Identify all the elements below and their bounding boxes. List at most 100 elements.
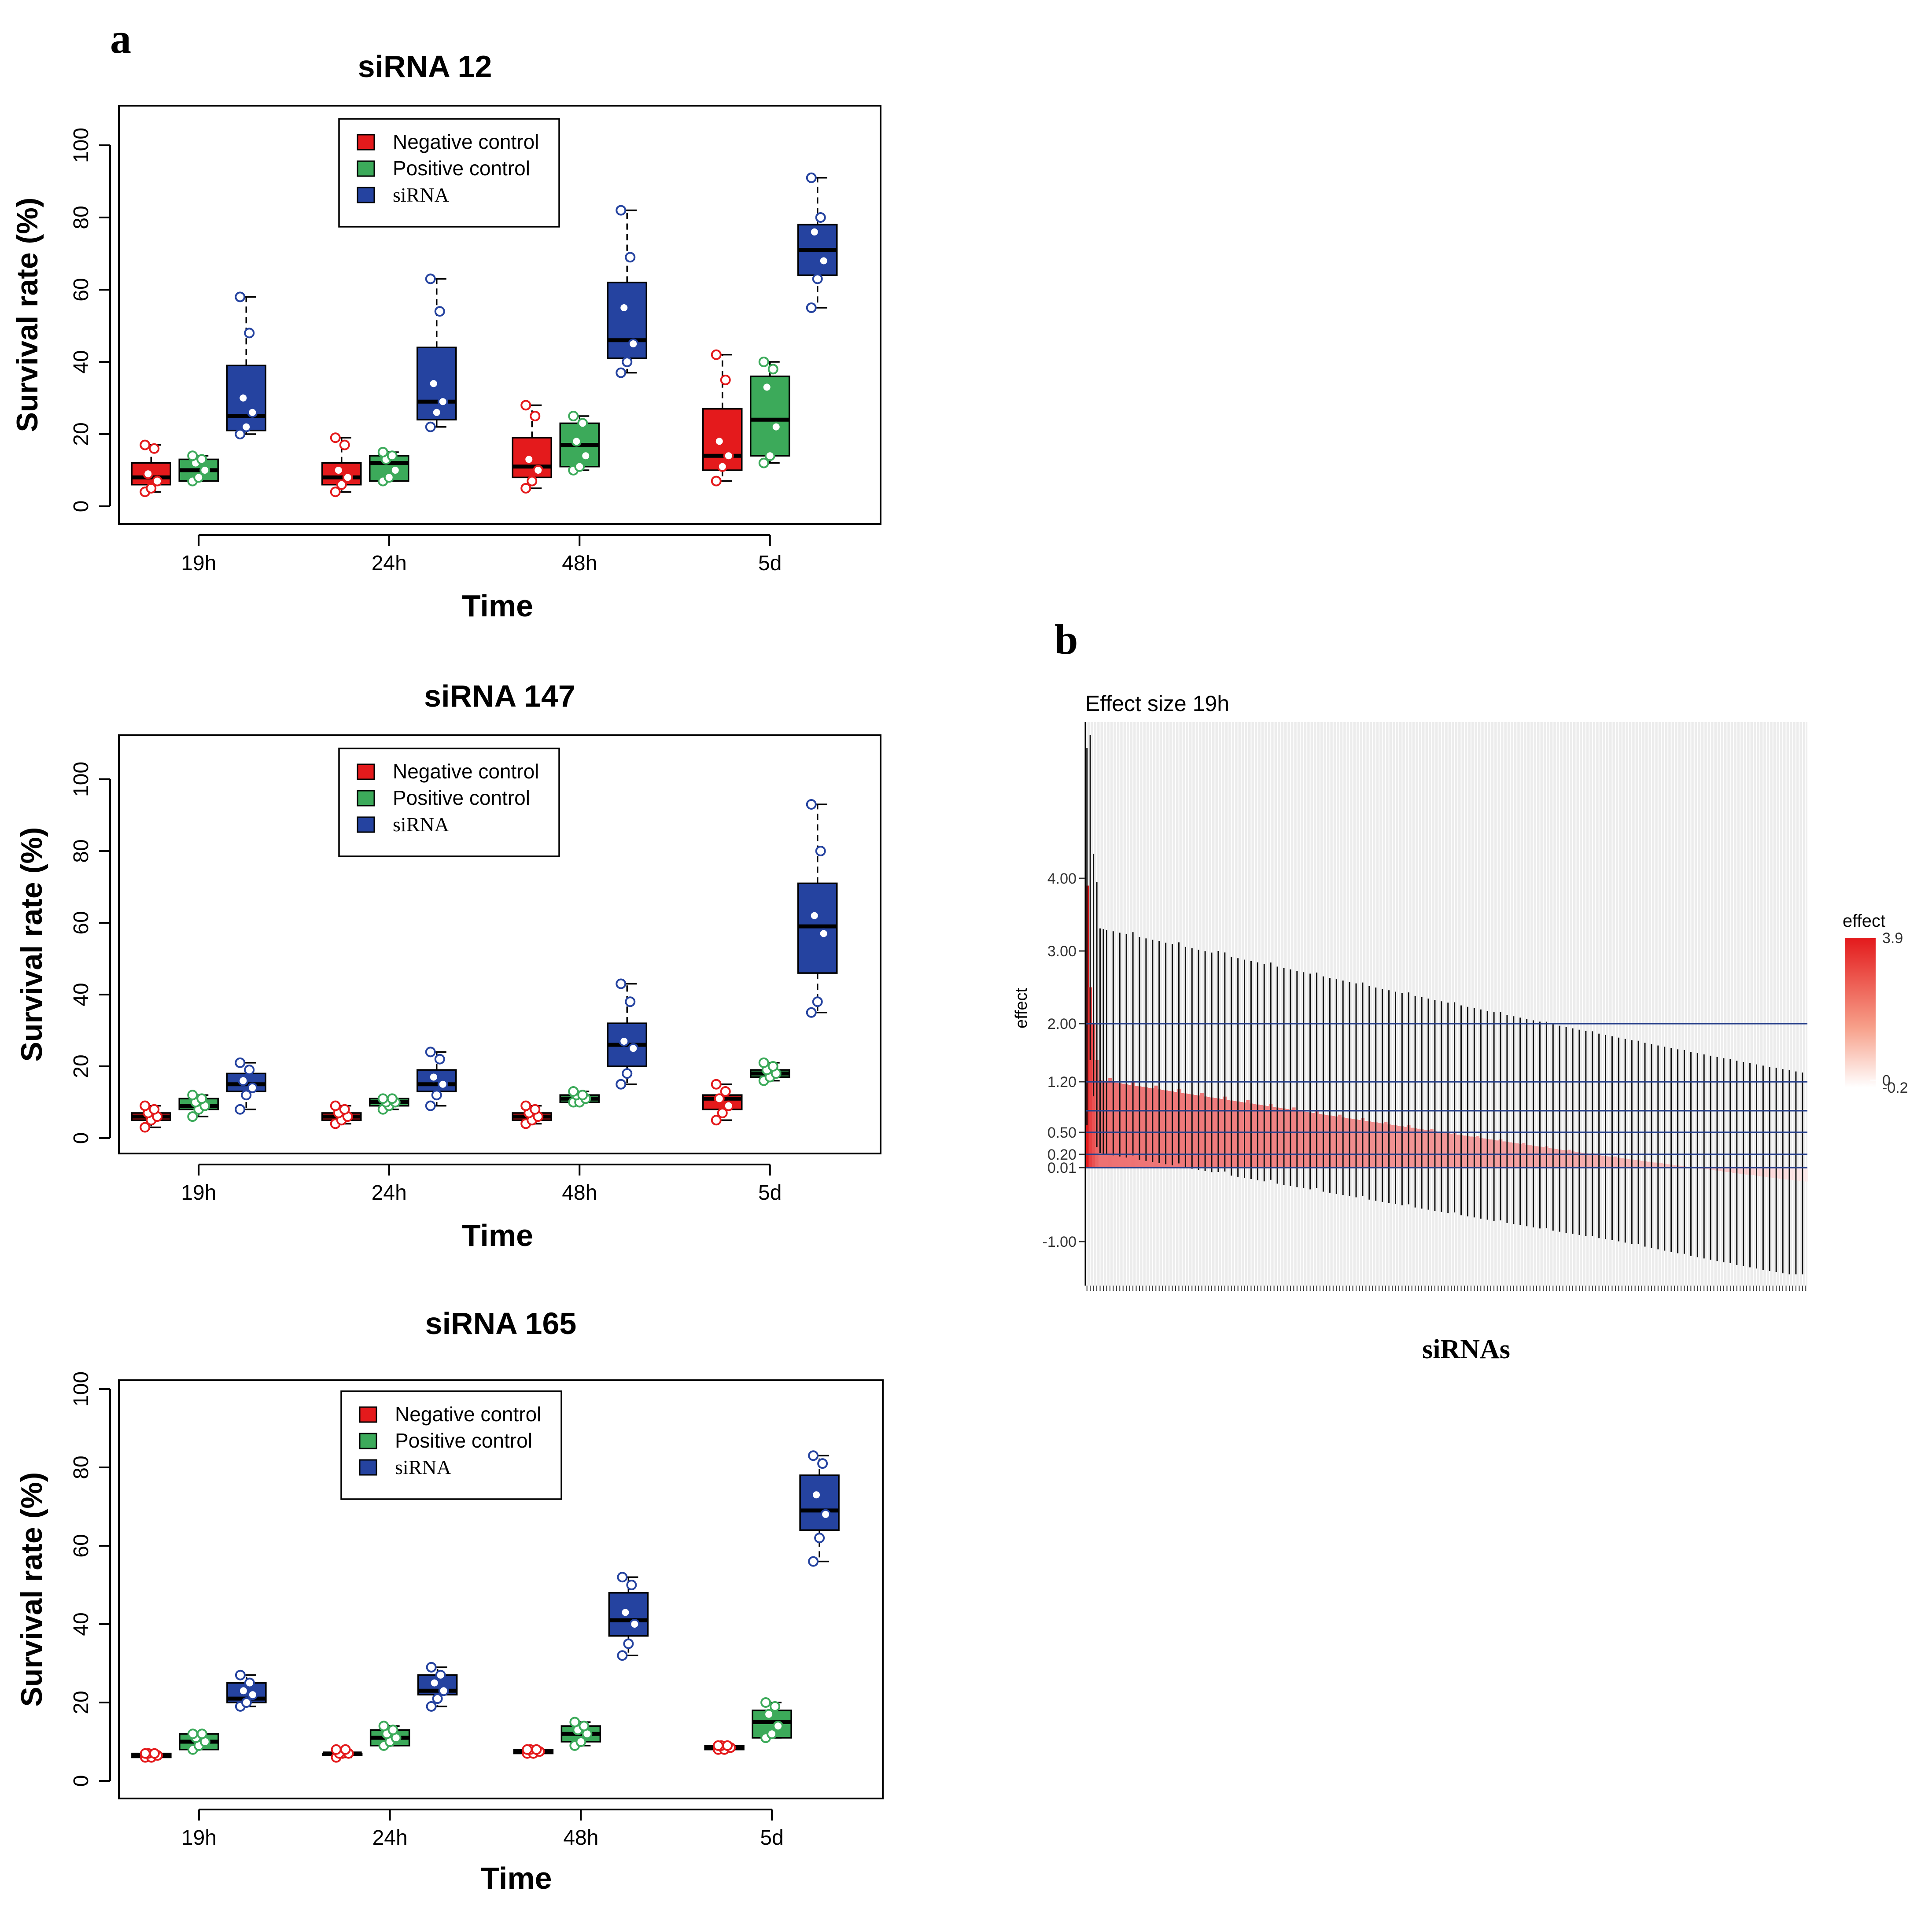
effect-bar [1587, 1154, 1591, 1168]
data-point [717, 1107, 728, 1118]
effect-bar [1476, 1135, 1480, 1168]
effect-bar [1200, 1093, 1204, 1168]
effect-bar [1161, 1090, 1165, 1168]
x-tick-label: 19h [181, 1181, 216, 1205]
data-point [530, 1104, 541, 1115]
data-point [435, 1669, 446, 1681]
x-axis-label: siRNAs [1422, 1334, 1510, 1364]
data-point [241, 1090, 252, 1101]
data-point [629, 1619, 640, 1629]
effect-bar [1134, 1086, 1138, 1168]
effect-bar [1463, 1135, 1467, 1168]
effect-bar [1331, 1116, 1335, 1168]
data-point [812, 273, 823, 284]
data-point [437, 1079, 448, 1090]
data-point [199, 465, 210, 475]
boxplot-panel-2: siRNA 147 0 20 40 60 80 100 Survival rate (%) 19… [15, 679, 881, 1253]
effect-bar [1482, 1138, 1486, 1168]
legend-label: Positive control [393, 157, 530, 180]
data-point [238, 1685, 249, 1696]
effect-bar [1416, 1128, 1420, 1168]
data-point [771, 421, 782, 432]
data-point [387, 1093, 398, 1104]
effect-bar [1567, 1150, 1571, 1168]
box-sirna-48h [607, 205, 647, 378]
y-tick-label: 0 [70, 501, 93, 512]
data-point [616, 1079, 627, 1090]
boxplot-panel-1: siRNA 12 0 20 40 60 80 100 Survival rate (%) 19h… [11, 49, 881, 623]
effect-bar [1259, 1105, 1263, 1168]
effect-bar [1640, 1161, 1644, 1168]
data-point [235, 1057, 246, 1068]
data-point [235, 429, 246, 439]
data-point [622, 1068, 633, 1079]
box-positive-48h [559, 411, 600, 475]
y-tick-label: 1.20 [1047, 1074, 1077, 1091]
box-positive-5d [750, 357, 790, 468]
effect-bar [1397, 1126, 1401, 1168]
plot-background [1085, 722, 1807, 1286]
data-point [377, 447, 388, 457]
x-axis-label: Time [462, 1218, 533, 1253]
y-tick-label: 100 [70, 1371, 93, 1407]
y-tick-label: 60 [70, 278, 93, 301]
data-point [711, 349, 722, 360]
x-tick-label: 48h [563, 1826, 598, 1850]
data-point [809, 910, 820, 921]
effect-bar [1174, 1092, 1178, 1168]
effect-bar [1738, 1168, 1742, 1174]
box-positive-19h [178, 450, 219, 486]
effect-bar [1141, 1087, 1145, 1168]
y-tick-label: 80 [70, 839, 93, 862]
y-tick-label: 0.20 [1047, 1146, 1077, 1163]
effect-bar [1167, 1091, 1171, 1168]
data-point [244, 1065, 255, 1076]
effect-bar [1705, 1168, 1709, 1169]
effect-bar [1430, 1128, 1434, 1168]
data-point [815, 212, 826, 223]
legend-swatch-negative [357, 134, 375, 151]
data-point [711, 1115, 722, 1126]
box-negative-48h [512, 400, 552, 494]
effect-bar [1804, 1168, 1808, 1182]
data-point [723, 1100, 734, 1111]
data-point [817, 1458, 828, 1469]
effect-bar [1357, 1120, 1361, 1168]
effect-bar [1088, 987, 1092, 1168]
box-sirna-24h [417, 273, 457, 432]
effect-bar [1659, 1162, 1663, 1168]
data-point [196, 1093, 207, 1104]
data-point [520, 400, 531, 411]
data-point [235, 1669, 246, 1681]
data-point [720, 375, 731, 385]
data-point [616, 978, 627, 989]
effect-bar [1771, 1168, 1775, 1178]
effect-bar [1325, 1115, 1329, 1168]
legend-frame [340, 1390, 562, 1500]
effect-bar [1292, 1107, 1296, 1168]
y-tick-label: 40 [70, 1612, 93, 1636]
data-point [330, 486, 341, 498]
effect-bar [1456, 1135, 1460, 1168]
box-sirna-5d [797, 172, 838, 313]
effect-bar [1574, 1152, 1578, 1168]
data-point [763, 1709, 774, 1720]
colorbar-label: 0 [1882, 1072, 1891, 1089]
data-point [580, 450, 591, 461]
effect-bar [1390, 1124, 1394, 1168]
chart-title: Effect size 19h [1085, 691, 1229, 716]
box-positive-24h [369, 447, 409, 486]
x-tick-label: 5d [760, 1826, 783, 1850]
effect-bar [1777, 1168, 1781, 1179]
effect-bar [1541, 1147, 1545, 1168]
data-point [238, 393, 249, 403]
data-point [238, 1075, 249, 1086]
y-tick-label: 40 [70, 983, 93, 1006]
effect-bar [1371, 1122, 1375, 1168]
data-point [579, 1721, 590, 1732]
box-negative-5d [702, 349, 743, 486]
box-negative-19h [131, 1100, 171, 1133]
boxplot-panel-3: siRNA 165 0 20 40 60 80 100 Survival rate (%) 19… [15, 1306, 884, 1895]
effect-bar [1469, 1136, 1473, 1168]
